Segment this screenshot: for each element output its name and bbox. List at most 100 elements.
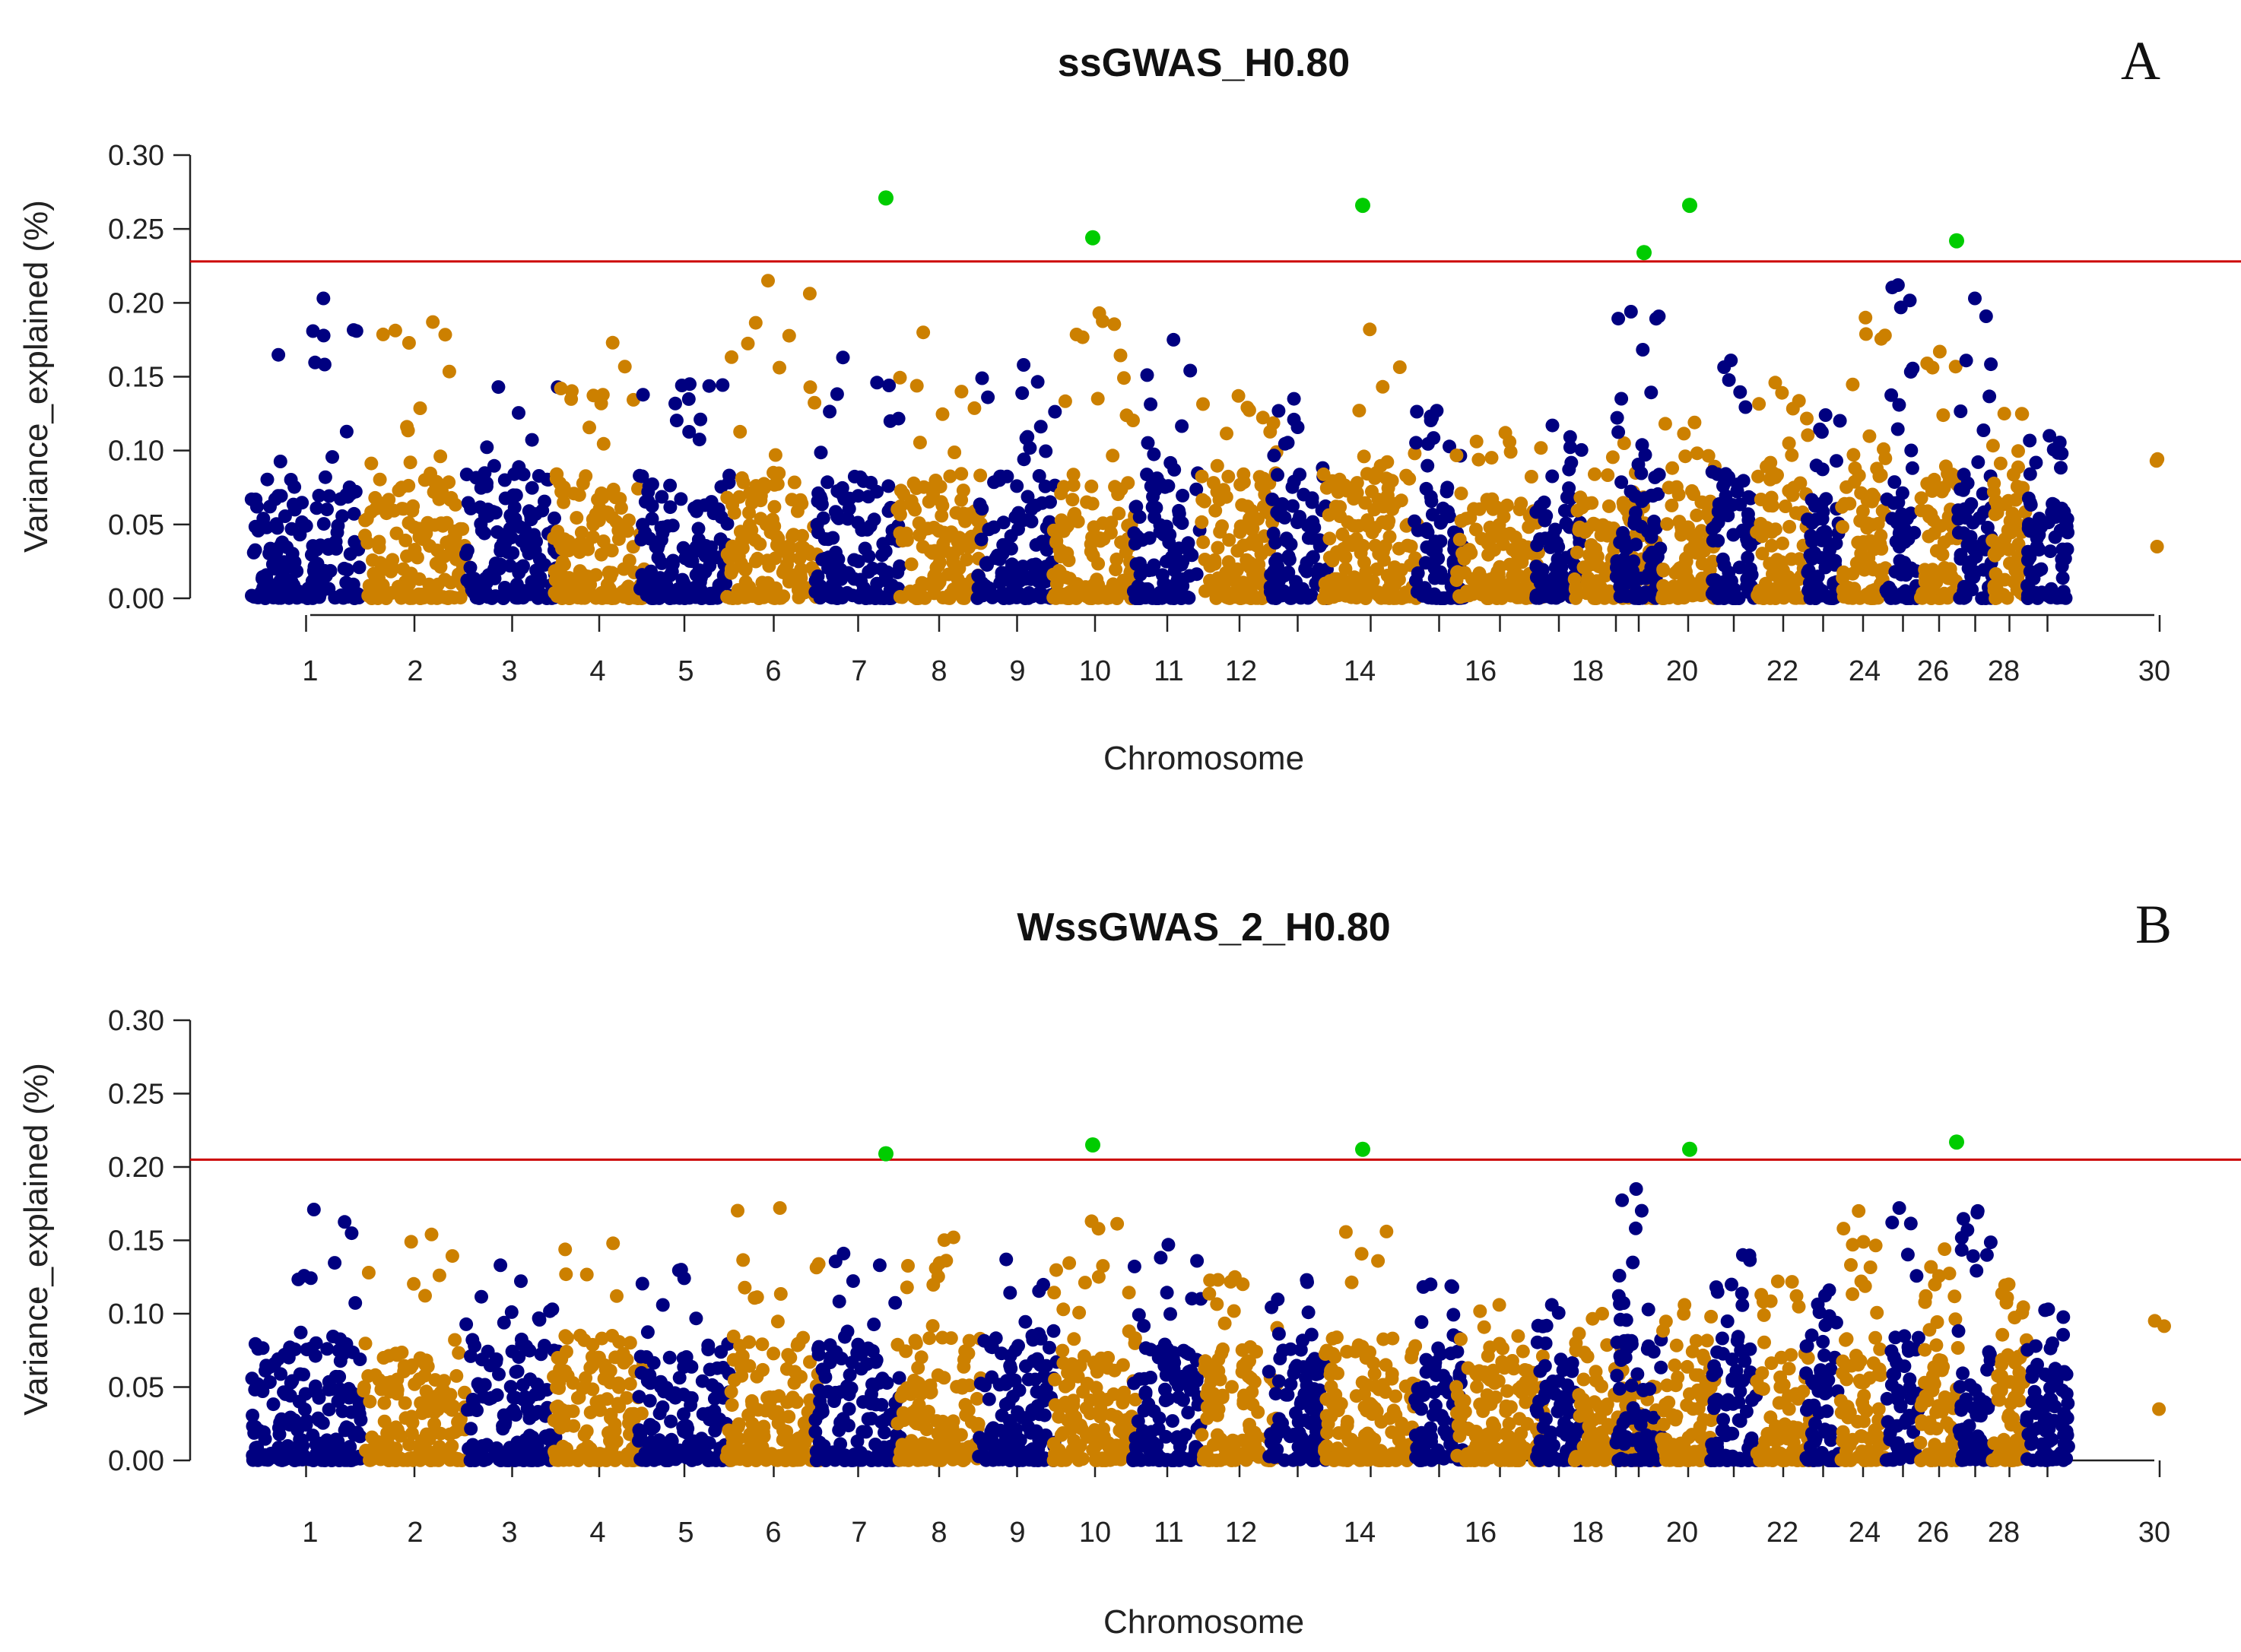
- snp-point: [1768, 522, 1782, 537]
- snp-point: [1017, 570, 1032, 585]
- snp-point-peak: [674, 1263, 688, 1277]
- snp-point: [582, 420, 596, 435]
- snp-point: [1136, 1424, 1150, 1438]
- snp-point: [955, 508, 970, 522]
- snp-point: [943, 469, 957, 484]
- snp-point: [1039, 444, 1053, 458]
- snp-point: [1846, 448, 1861, 462]
- x-tick-label: 16: [1465, 655, 1497, 687]
- snp-point: [1140, 368, 1154, 382]
- snp-point: [931, 1426, 945, 1441]
- snp-point: [316, 328, 331, 343]
- snp-point: [1067, 1332, 1081, 1346]
- snp-point: [995, 566, 1009, 580]
- snp-point: [1614, 392, 1629, 406]
- snp-point: [589, 507, 603, 522]
- snp-point: [1801, 428, 1815, 442]
- snp-point: [497, 1450, 512, 1464]
- snp-point: [1711, 534, 1725, 548]
- snp-point: [973, 497, 987, 512]
- snp-point: [1752, 397, 1766, 411]
- snp-point: [361, 588, 376, 603]
- snp-point: [1010, 479, 1024, 493]
- snp-point: [608, 1350, 623, 1365]
- snp-point: [981, 390, 995, 404]
- snp-point: [262, 1375, 277, 1389]
- snp-point: [840, 1324, 855, 1339]
- snp-point: [270, 521, 284, 535]
- x-tick-label: 14: [1344, 655, 1376, 687]
- snp-point: [1971, 455, 1985, 469]
- snp-point: [1644, 385, 1659, 400]
- snp-point-peak: [1363, 322, 1377, 337]
- snp-point: [1500, 498, 1514, 512]
- snp-point: [2023, 550, 2037, 565]
- snp-point: [961, 1346, 976, 1361]
- snp-point-peak: [836, 350, 850, 365]
- snp-point: [970, 1391, 984, 1406]
- snp-point: [563, 591, 578, 604]
- y-tick-label: 0.00: [108, 1445, 164, 1477]
- snp-point: [663, 569, 678, 582]
- snp-point: [1300, 556, 1314, 570]
- snp-point: [1409, 436, 1424, 450]
- snp-point-peak: [2043, 429, 2057, 443]
- snp-point: [633, 468, 647, 483]
- snp-point: [860, 1357, 874, 1371]
- snp-point: [865, 561, 880, 576]
- snp-point: [633, 1432, 648, 1447]
- snp-point: [1811, 569, 1825, 584]
- snp-point: [1316, 467, 1331, 481]
- snp-point: [1221, 469, 1236, 484]
- snp-point: [1755, 585, 1770, 599]
- snp-point: [535, 503, 550, 518]
- snp-point: [818, 1370, 833, 1384]
- snp-point: [738, 1444, 752, 1458]
- snp-point: [641, 485, 655, 499]
- snp-point: [1101, 1436, 1116, 1450]
- snp-point: [1511, 546, 1525, 560]
- snp-point: [1856, 534, 1871, 549]
- snp-point: [384, 564, 398, 579]
- snp-point: [1610, 411, 1624, 425]
- snp-point: [558, 1329, 573, 1343]
- snp-point: [594, 547, 608, 562]
- snp-point: [360, 512, 374, 526]
- snp-point: [1065, 493, 1080, 507]
- snp-point: [558, 1364, 573, 1378]
- snp-point-peak: [306, 1203, 321, 1216]
- snp-point: [701, 1343, 716, 1357]
- snp-point: [324, 1438, 338, 1453]
- snp-point: [284, 1416, 299, 1431]
- snp-point: [830, 484, 845, 498]
- snp-point: [1175, 419, 1189, 433]
- snp-point-peak: [1498, 426, 1513, 440]
- snp-point: [320, 1342, 335, 1356]
- snp-point: [357, 1384, 371, 1398]
- snp-point: [2058, 551, 2072, 566]
- snp-point: [856, 474, 871, 488]
- snp-point: [1399, 468, 1414, 483]
- snp-point: [1266, 526, 1281, 541]
- snp-point: [1085, 530, 1100, 544]
- snp-point: [1380, 455, 1395, 469]
- snp-point: [474, 517, 488, 531]
- significant-snp-point: [1682, 198, 1697, 214]
- snp-point: [1243, 560, 1257, 575]
- x-tick-label: 2: [407, 1517, 423, 1549]
- snp-point: [821, 475, 835, 490]
- x-tick-label: 14: [1344, 1517, 1376, 1549]
- snp-point: [401, 588, 415, 602]
- snp-point: [379, 506, 394, 521]
- snp-point: [1206, 476, 1220, 490]
- snp-point: [1290, 515, 1304, 530]
- snp-point: [904, 557, 919, 572]
- x-tick-label: 3: [501, 1517, 517, 1549]
- snp-point: [1582, 548, 1596, 563]
- snp-point: [1484, 451, 1499, 465]
- snp-point: [259, 1359, 274, 1373]
- snp-point: [1043, 1340, 1056, 1355]
- snp-point: [1989, 591, 2003, 605]
- panel-a-x-axis: 1 2 3 4 5 6 7 8 9 10 11 12 14 16 18 20 22 24 26 28 30: [302, 614, 2170, 687]
- snp-point: [932, 573, 947, 588]
